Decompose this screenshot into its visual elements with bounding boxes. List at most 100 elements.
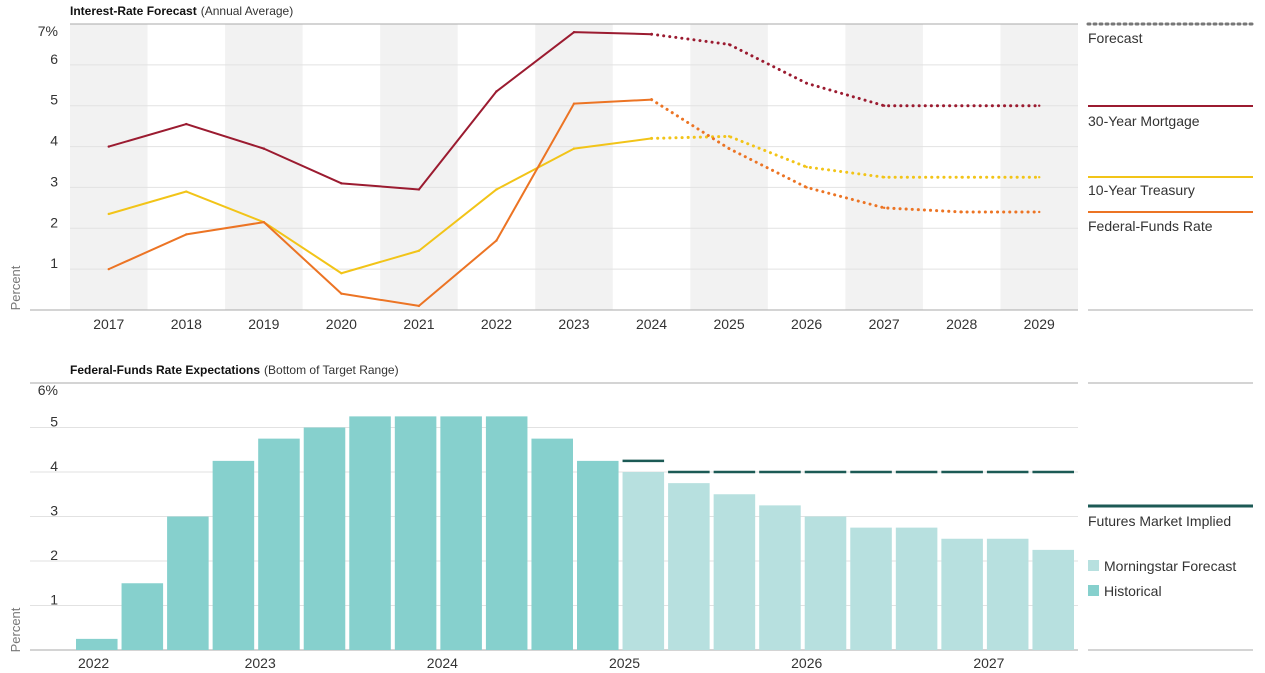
interest-rate-forecast-chart: Interest-Rate Forecast (Annual Average) 1… — [8, 4, 1255, 332]
top-chart-title: Interest-Rate Forecast — [70, 4, 197, 18]
year-band-2023 — [535, 24, 613, 310]
bottom-futures-marks — [622, 459, 1074, 474]
forecast-bar — [895, 527, 938, 650]
bottom-y-tick-label: 1 — [50, 592, 58, 608]
bottom-y-tick-label: 6% — [38, 382, 58, 398]
historical-bar — [440, 416, 482, 650]
year-band-2017 — [70, 24, 148, 310]
point-mortgage-2018 — [185, 122, 188, 126]
point-treasury-2024 — [650, 137, 653, 140]
point-mortgage-2019 — [262, 147, 266, 150]
bottom-y-ticks: 1 2 3 4 5 6% — [38, 382, 58, 608]
point-treasury-2018 — [185, 190, 188, 193]
point-treasury-2028 — [960, 176, 963, 179]
legend-mortgage-label: 30-Year Mortgage — [1088, 113, 1200, 129]
bottom-legend: Futures Market Implied Morningstar Forec… — [1088, 382, 1253, 651]
top-y-tick-label: 7% — [38, 23, 58, 39]
point-fedfunds-2029 — [1038, 210, 1041, 214]
top-x-ticks: 2017 2018 2019 2020 2021 2022 2023 2024 2025 2026… — [93, 316, 1055, 332]
point-fedfunds-2017 — [107, 267, 110, 271]
point-treasury-2022 — [495, 188, 498, 191]
year-band-2019 — [225, 24, 303, 310]
point-fedfunds-2019 — [262, 220, 266, 224]
legend-historical-label: Historical — [1104, 583, 1162, 599]
top-x-tick-label: 2026 — [791, 316, 822, 332]
point-fedfunds-2026 — [805, 186, 808, 189]
top-y-tick-label: 5 — [50, 92, 58, 108]
forecast-bar — [850, 527, 892, 650]
top-y-tick-label: 3 — [50, 173, 58, 189]
top-x-tick-label: 2029 — [1024, 316, 1055, 332]
top-x-tick-label: 2028 — [946, 316, 977, 332]
bottom-x-tick-label: 2022 — [78, 655, 109, 671]
historical-bar — [167, 516, 209, 650]
point-mortgage-2026 — [805, 82, 808, 85]
historical-bar — [258, 438, 300, 650]
point-mortgage-2027 — [882, 104, 886, 107]
top-y-tick-label: 2 — [50, 214, 58, 230]
top-legend: Forecast 30-Year Mortgage 10-Year Treasu… — [1086, 22, 1255, 311]
forecast-bar — [804, 516, 847, 650]
forecast-bar — [668, 483, 710, 650]
year-band-2029 — [1000, 24, 1078, 310]
series-forecast-treasury — [650, 134, 1041, 179]
top-chart-subtitle: (Annual Average) — [201, 4, 294, 18]
top-x-tick-label: 2023 — [558, 316, 589, 332]
legend-fedfunds-label: Federal-Funds Rate — [1088, 218, 1213, 234]
point-fedfunds-2022 — [495, 239, 498, 242]
point-treasury-2027 — [882, 176, 886, 179]
bottom-chart-title: Federal-Funds Rate Expectations — [70, 363, 260, 377]
top-year-bands — [70, 24, 1078, 310]
series-line-mortgage — [108, 31, 652, 191]
bottom-x-tick-label: 2023 — [245, 655, 276, 671]
bottom-x-tick-label: 2027 — [973, 655, 1004, 671]
series-line-treasury — [108, 137, 652, 275]
point-fedfunds-2018 — [185, 233, 188, 236]
forecast-bar — [986, 538, 1029, 650]
point-fedfunds-2024 — [650, 98, 653, 101]
point-fedfunds-2028 — [960, 210, 963, 214]
point-mortgage-2025 — [727, 43, 731, 46]
bottom-x-tick-label: 2025 — [609, 655, 640, 671]
legend-futures-label: Futures Market Implied — [1088, 513, 1231, 529]
point-mortgage-2020 — [340, 182, 343, 185]
point-mortgage-2029 — [1038, 104, 1041, 107]
series-line-fedfunds — [108, 98, 652, 307]
bottom-chart-subtitle: (Bottom of Target Range) — [264, 363, 399, 377]
bottom-y-tick-label: 5 — [50, 414, 58, 430]
forecast-bar — [941, 538, 983, 650]
top-x-tick-label: 2027 — [869, 316, 900, 332]
forecast-bar — [1032, 549, 1074, 650]
forecast-bar — [622, 472, 665, 650]
point-mortgage-2017 — [107, 145, 110, 148]
series-forecast-mortgage — [650, 32, 1041, 108]
bottom-x-ticks: 2022 2023 2024 2025 2026 2027 — [78, 655, 1005, 671]
legend-forecast-bar-swatch — [1088, 560, 1099, 571]
series-forecast-fedfunds — [650, 98, 1041, 214]
top-x-tick-label: 2020 — [326, 316, 357, 332]
top-x-tick-label: 2021 — [403, 316, 434, 332]
historical-bar — [76, 638, 118, 650]
forecast-bar — [759, 505, 801, 650]
year-band-2021 — [380, 24, 458, 310]
historical-bar — [577, 460, 619, 650]
historical-bar — [121, 583, 164, 650]
point-fedfunds-2023 — [572, 102, 576, 105]
legend-forecast-label: Forecast — [1088, 30, 1143, 46]
top-y-tick-label: 6 — [50, 51, 58, 67]
historical-bar — [394, 416, 437, 650]
point-mortgage-2022 — [495, 90, 498, 93]
forecast-bar — [713, 494, 756, 650]
legend-morningstar-forecast-label: Morningstar Forecast — [1104, 558, 1236, 574]
point-mortgage-2024 — [650, 33, 653, 36]
bottom-bars — [76, 416, 1074, 650]
top-x-tick-label: 2025 — [713, 316, 744, 332]
top-y-tick-label: 4 — [50, 133, 58, 149]
top-x-tick-label: 2024 — [636, 316, 667, 332]
year-band-2025 — [690, 24, 768, 310]
bottom-x-tick-label: 2026 — [791, 655, 822, 671]
bottom-y-tick-label: 4 — [50, 458, 58, 474]
top-y-tick-label: 1 — [50, 255, 58, 271]
historical-bar — [349, 416, 391, 650]
